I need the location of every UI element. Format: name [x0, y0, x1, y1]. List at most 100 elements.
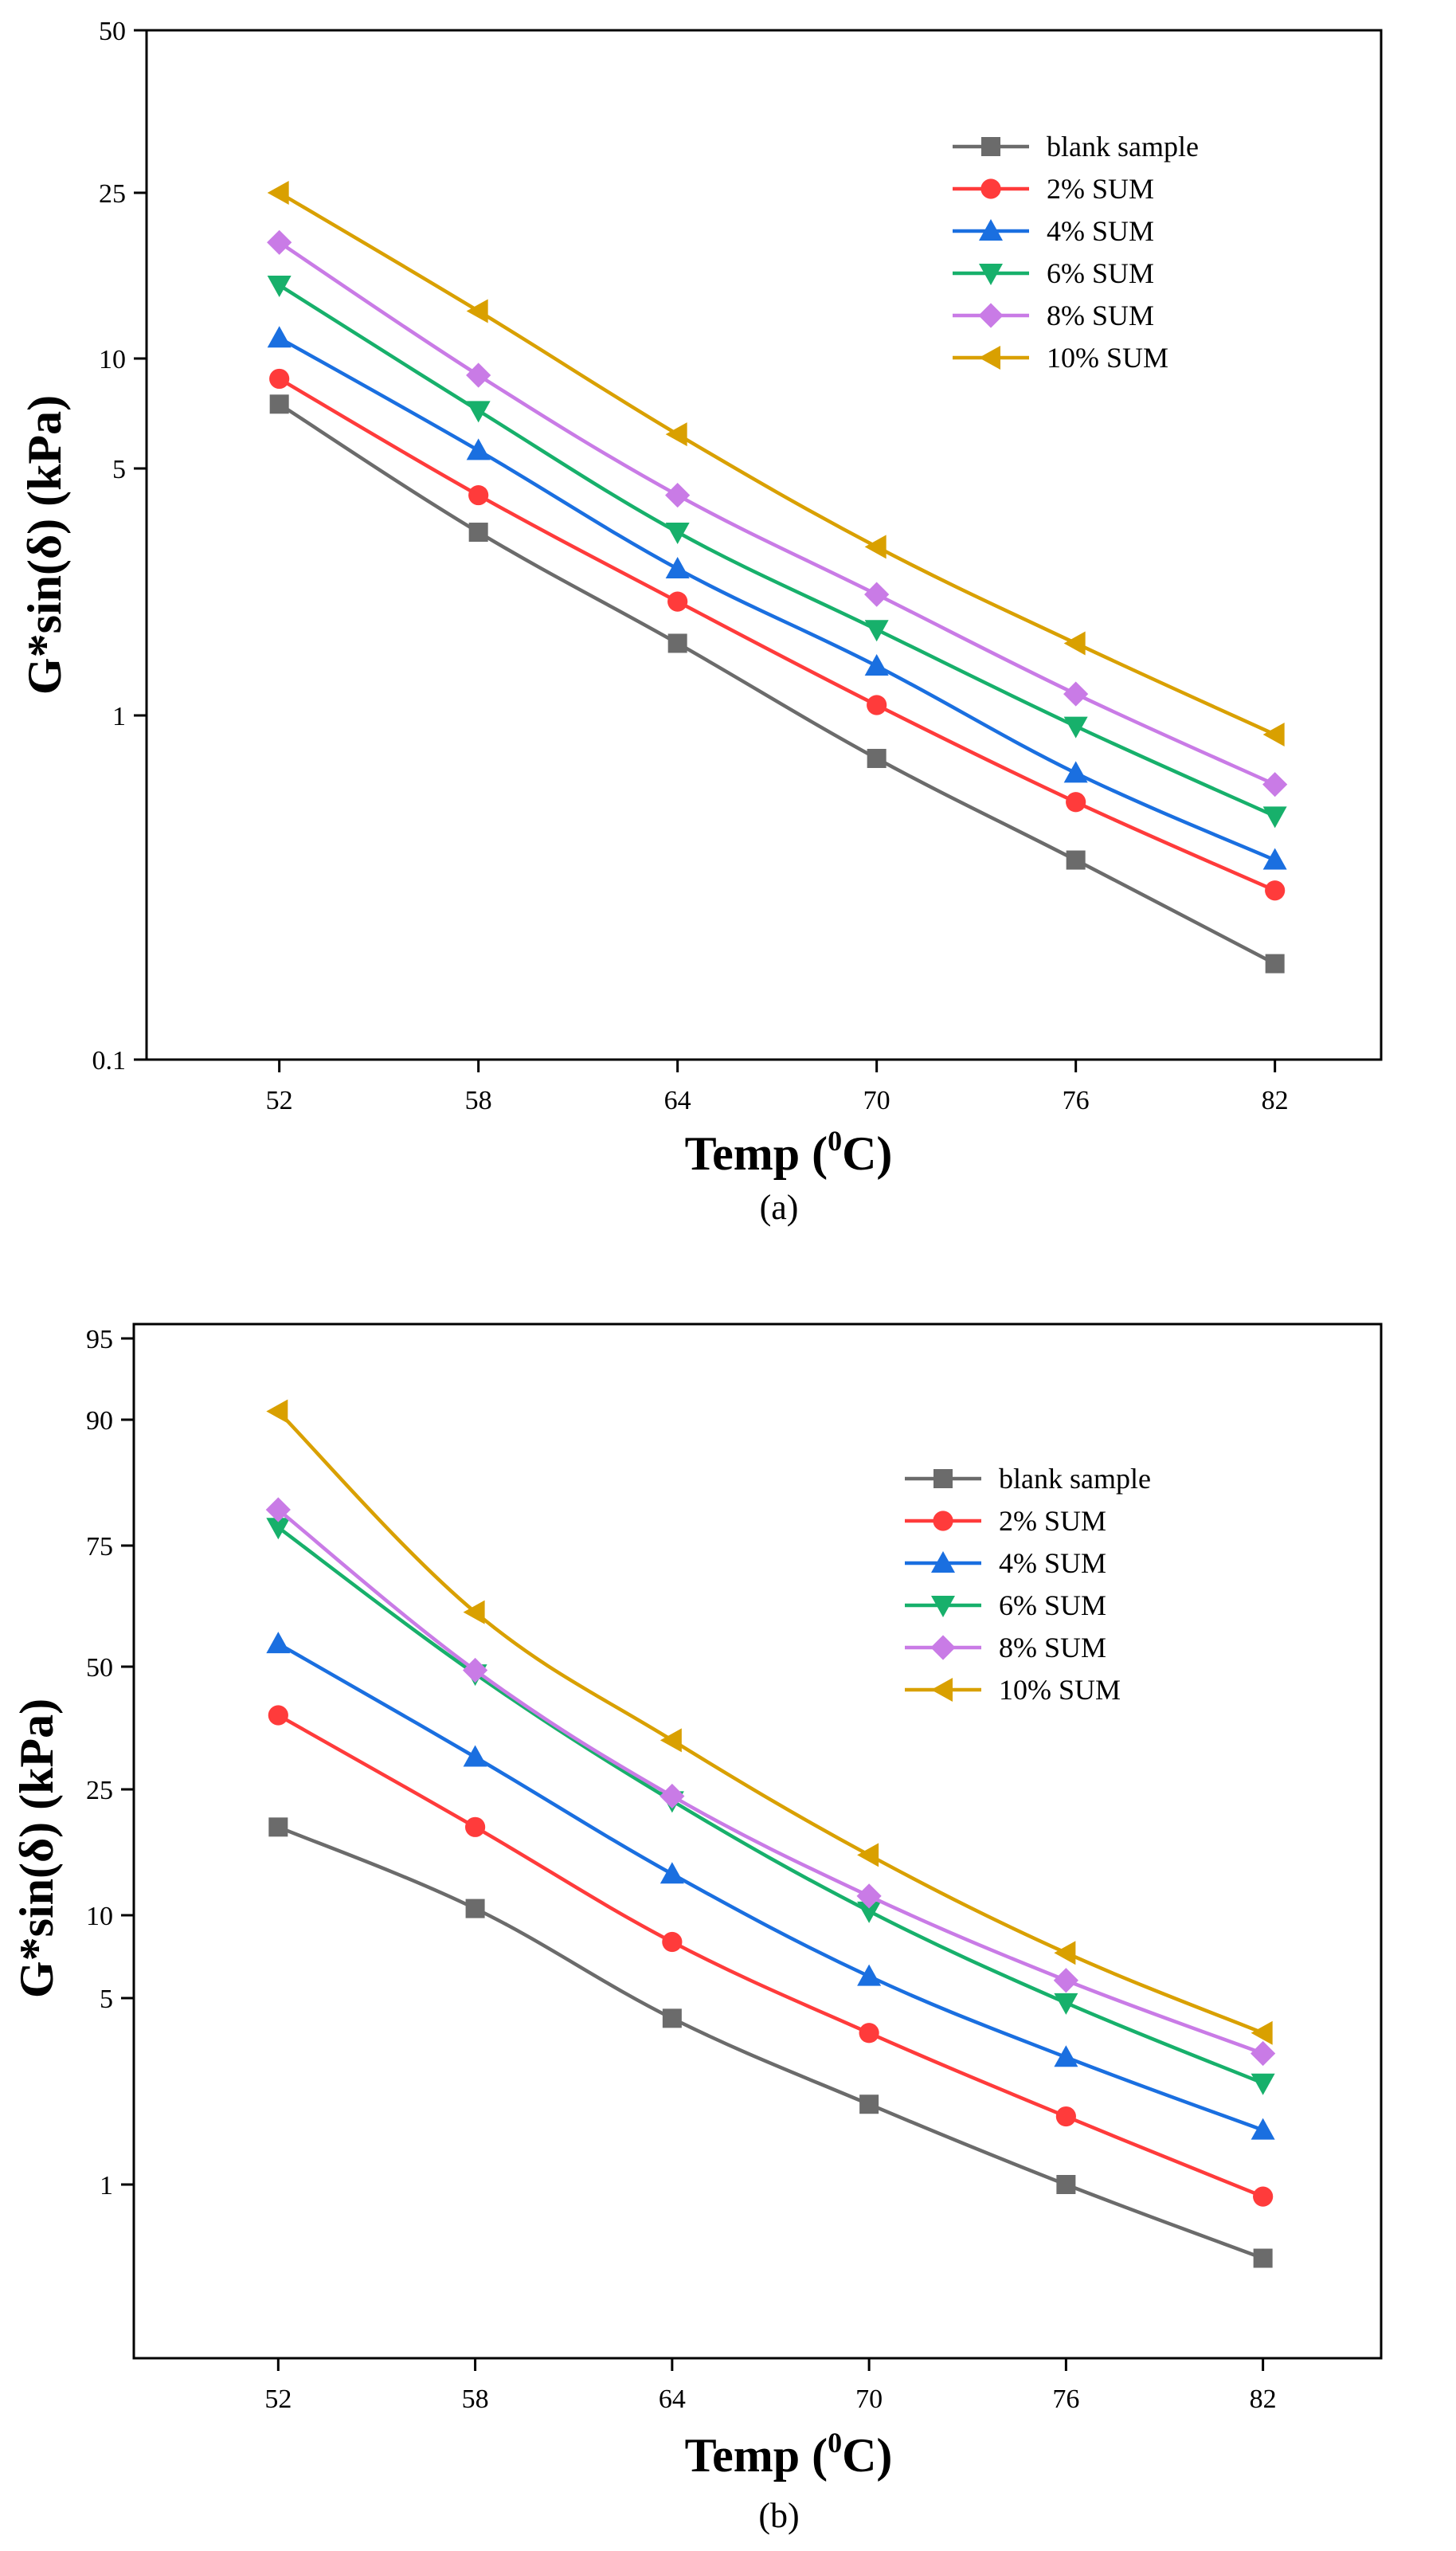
a-point-6pct-sum-70	[864, 620, 889, 642]
a-xtick-label-3: 70	[863, 1086, 890, 1115]
b-point-blank-sample-76	[1056, 2175, 1076, 2194]
a-legend-label-2pct-sum: 2% SUM	[1047, 173, 1154, 205]
a-legend-marker-4pct-sum	[979, 219, 1003, 241]
chart-b-caption: (b)	[758, 2496, 799, 2535]
b-legend-marker-6pct-sum	[931, 1596, 955, 1617]
a-legend-label-8pct-sum: 8% SUM	[1047, 300, 1154, 331]
b-series-2pct-sum	[268, 1705, 1274, 2207]
b-point-8pct-sum-82	[1251, 2040, 1276, 2067]
a-point-6pct-sum-52	[267, 275, 292, 297]
b-ytick-label-0: 1	[100, 2171, 113, 2200]
a-xtick-label-2: 64	[664, 1086, 691, 1115]
a-point-10pct-sum-76	[1063, 631, 1086, 656]
b-point-2pct-sum-58	[464, 1816, 486, 1837]
chart-a-x-title-sup: 0	[828, 1125, 842, 1157]
b-point-blank-sample-82	[1253, 2248, 1273, 2268]
a-point-8pct-sum-64	[665, 482, 691, 508]
a-point-2pct-sum-64	[667, 591, 688, 612]
b-series-blank-sample	[268, 1817, 1273, 2268]
b-legend-item-blank-sample: blank sample	[905, 1463, 1151, 1495]
b-legend-marker-10pct-sum	[931, 1678, 953, 1702]
b-series-line-2pct-sum	[277, 1714, 1264, 2199]
chart-a-legend: blank sample 2% SUM 4% SUM 6% SUM 8% SUM 10% …	[953, 131, 1199, 374]
b-point-6pct-sum-82	[1251, 2073, 1275, 2095]
a-point-2pct-sum-52	[269, 368, 290, 390]
a-point-6pct-sum-76	[1063, 716, 1088, 739]
b-ytick-label-3: 25	[86, 1776, 113, 1805]
a-series-line-6pct-sum	[278, 284, 1276, 818]
chart-b-series	[265, 1399, 1276, 2268]
a-legend-label-blank-sample: blank sample	[1047, 131, 1199, 163]
b-ytick-label-1: 5	[100, 1985, 113, 2014]
b-legend-marker-8pct-sum	[930, 1635, 956, 1660]
a-ytick-label-3: 10	[99, 345, 126, 374]
a-legend-label-10pct-sum: 10% SUM	[1047, 342, 1168, 374]
b-ytick-label-6: 90	[86, 1406, 113, 1436]
b-legend-label-blank-sample: blank sample	[999, 1463, 1151, 1495]
a-point-6pct-sum-82	[1262, 806, 1287, 829]
a-point-2pct-sum-58	[468, 484, 489, 506]
b-point-10pct-sum-58	[463, 1600, 485, 1624]
a-point-blank-sample-76	[1066, 850, 1086, 870]
a-legend-item-blank-sample: blank sample	[953, 131, 1199, 163]
b-series-line-6pct-sum	[276, 1526, 1264, 2085]
a-ytick-label-1: 1	[112, 702, 126, 731]
chart-a-series	[267, 181, 1288, 974]
a-point-10pct-sum-82	[1262, 722, 1285, 746]
b-legend-item-4pct-sum: 4% SUM	[905, 1547, 1106, 1579]
b-legend-label-8pct-sum: 8% SUM	[999, 1632, 1106, 1663]
b-legend-label-6pct-sum: 6% SUM	[999, 1589, 1106, 1621]
a-point-blank-sample-82	[1265, 954, 1285, 974]
b-legend-item-2pct-sum: 2% SUM	[905, 1505, 1106, 1537]
a-series-line-2pct-sum	[278, 377, 1276, 892]
chart-a-x-title-main: Temp (	[685, 1127, 828, 1180]
a-legend-item-2pct-sum: 2% SUM	[953, 173, 1154, 205]
a-point-8pct-sum-52	[267, 229, 292, 255]
b-point-10pct-sum-52	[266, 1399, 288, 1424]
chart-b-y-axis: 1 5 10 25 50 75 90 95	[86, 1325, 134, 2200]
b-legend-label-2pct-sum: 2% SUM	[999, 1505, 1106, 1537]
chart-b-plot-frame	[132, 1323, 1383, 2360]
a-point-2pct-sum-76	[1066, 792, 1086, 813]
chart-a: 0.1 1 5 10 25 50 52 58 64 70 76 82 blank sample 2% …	[18, 17, 1383, 1227]
a-point-4pct-sum-64	[665, 556, 690, 578]
a-xtick-label-0: 52	[266, 1086, 293, 1115]
b-point-4pct-sum-70	[857, 1964, 882, 1986]
b-point-2pct-sum-64	[662, 1931, 683, 1953]
b-point-6pct-sum-76	[1054, 1993, 1078, 2015]
a-point-2pct-sum-82	[1265, 880, 1286, 901]
b-xtick-label-2: 64	[659, 2384, 686, 2414]
a-series-line-10pct-sum	[278, 191, 1276, 737]
chart-b-x-axis: 52 58 64 70 76 82	[264, 2358, 1277, 2414]
b-point-4pct-sum-76	[1054, 2045, 1078, 2067]
a-point-8pct-sum-70	[864, 582, 890, 607]
b-point-blank-sample-70	[859, 2094, 879, 2114]
b-point-4pct-sum-52	[266, 1632, 291, 1654]
b-series-line-10pct-sum	[276, 1409, 1264, 2035]
chart-b-x-title-sup: 0	[828, 2427, 842, 2459]
chart-b: 1 5 10 25 50 75 90 95 52 58 64 70 76 82 blank sample…	[10, 1323, 1383, 2535]
b-series-line-blank-sample	[277, 1825, 1264, 2260]
b-legend-marker-2pct-sum	[933, 1511, 953, 1531]
b-point-blank-sample-58	[465, 1899, 485, 1918]
a-point-8pct-sum-58	[466, 362, 491, 388]
chart-a-x-axis: 52 58 64 70 76 82	[266, 1060, 1289, 1115]
a-point-blank-sample-52	[269, 394, 289, 414]
b-ytick-label-5: 75	[86, 1532, 113, 1562]
b-ytick-label-7: 95	[86, 1325, 113, 1354]
b-legend-marker-blank-sample	[933, 1469, 953, 1488]
b-point-8pct-sum-70	[856, 1883, 882, 1909]
a-legend-label-6pct-sum: 6% SUM	[1047, 257, 1154, 289]
a-point-6pct-sum-64	[665, 523, 690, 545]
b-point-10pct-sum-76	[1054, 1941, 1076, 1965]
a-series-4pct-sum	[267, 326, 1287, 870]
a-point-4pct-sum-76	[1063, 761, 1088, 783]
a-point-8pct-sum-76	[1063, 681, 1089, 707]
a-legend-marker-8pct-sum	[978, 303, 1004, 328]
chart-a-y-axis-title: G*sin(δ) (kPa)	[18, 395, 71, 695]
b-legend-marker-4pct-sum	[931, 1551, 955, 1573]
b-legend-item-6pct-sum: 6% SUM	[905, 1589, 1106, 1621]
b-point-10pct-sum-70	[857, 1843, 879, 1867]
